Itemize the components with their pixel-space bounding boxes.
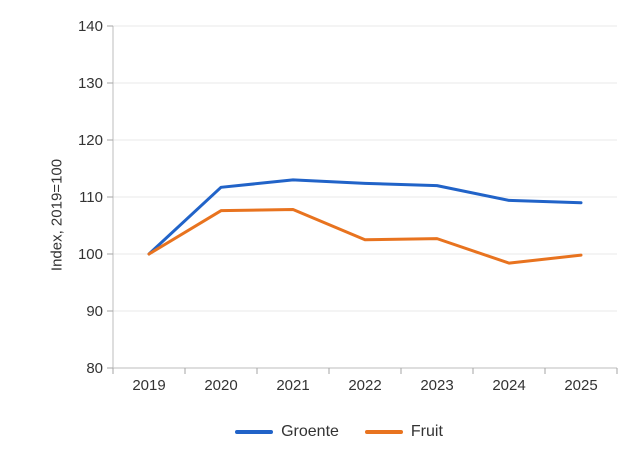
x-tick-label: 2020 (204, 377, 237, 394)
series-line-fruit (147, 208, 583, 265)
x-tick-label: 2022 (348, 377, 381, 394)
y-tick-label: 90 (86, 303, 103, 320)
legend-swatch-groente (235, 430, 274, 434)
legend: Groente Fruit (26, 423, 626, 441)
y-tick-label: 100 (78, 246, 103, 263)
y-tick-label: 140 (78, 18, 103, 35)
legend-label-groente: Groente (281, 423, 339, 440)
y-tick-label: 80 (86, 360, 103, 377)
y-axis-title: Index, 2019=100 (48, 158, 66, 272)
x-tick-label: 2024 (492, 377, 525, 394)
legend-swatch-fruit (364, 430, 403, 434)
legend-item-groente: Groente (235, 423, 339, 441)
x-tick-label: 2023 (420, 377, 453, 394)
y-tick-label: 130 (78, 75, 103, 92)
series-line-groente (147, 178, 583, 256)
legend-item-fruit: Fruit (364, 423, 443, 441)
legend-label-fruit: Fruit (410, 423, 443, 440)
x-tick-label: 2019 (132, 377, 165, 394)
y-tick-label: 120 (78, 132, 103, 149)
x-tick-label: 2025 (564, 377, 597, 394)
y-tick-label: 110 (79, 189, 103, 206)
x-tick-label: 2021 (276, 377, 309, 394)
